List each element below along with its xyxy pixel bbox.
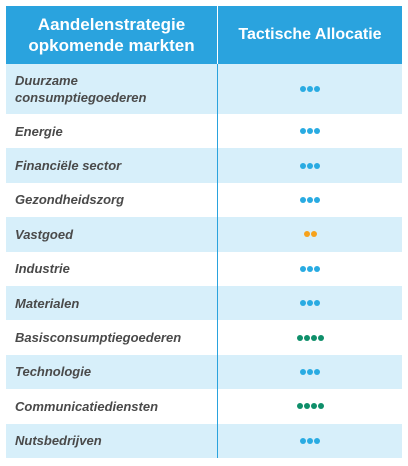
allocation-dot-icon <box>317 334 324 341</box>
allocation-dots <box>303 231 317 238</box>
allocation-dot-icon <box>314 162 320 169</box>
sector-label: Industrie <box>6 251 218 286</box>
allocation-dot-icon <box>307 368 313 375</box>
table-row: Financiële sector <box>6 148 402 183</box>
table-row: Communicatiediensten <box>6 389 402 424</box>
allocation-cell <box>218 286 402 320</box>
table-row: Basisconsumptiegoederen <box>6 320 402 355</box>
allocation-dot-icon <box>314 196 320 203</box>
allocation-dot-icon <box>310 403 317 410</box>
sector-label: Energie <box>6 114 218 149</box>
allocation-dots <box>300 162 320 169</box>
allocation-dot-icon <box>317 403 324 410</box>
allocation-dot-icon <box>314 265 320 272</box>
allocation-cell <box>218 183 402 217</box>
allocation-dot-icon <box>300 368 306 375</box>
allocation-dots <box>300 300 320 307</box>
sector-label: Duurzame consumptiegoederen <box>6 64 218 114</box>
table-row: Vastgoed <box>6 217 402 252</box>
sector-label: Nutsbedrijven <box>6 423 218 458</box>
allocation-dot-icon <box>314 437 320 444</box>
allocation-cell <box>218 114 402 148</box>
allocation-dot-icon <box>307 162 313 169</box>
table-row: Duurzame consumptiegoederen <box>6 64 402 114</box>
allocation-dot-icon <box>307 265 313 272</box>
table-row: Industrie <box>6 251 402 286</box>
allocation-dot-icon <box>307 196 313 203</box>
table-row: Energie <box>6 114 402 149</box>
table-body: Duurzame consumptiegoederen Energie Financ… <box>6 64 402 458</box>
allocation-dots <box>300 196 320 203</box>
allocation-dot-icon <box>314 86 320 92</box>
allocation-dots <box>300 128 320 135</box>
sector-label: Communicatiediensten <box>6 389 218 424</box>
allocation-cell <box>218 355 402 389</box>
allocation-cell <box>218 217 402 251</box>
table-row: Nutsbedrijven <box>6 423 402 458</box>
sector-label: Technologie <box>6 354 218 390</box>
allocation-dot-icon <box>300 300 306 307</box>
allocation-dot-icon <box>296 403 303 410</box>
table-row: Materialen <box>6 285 402 321</box>
allocation-dot-icon <box>310 334 317 341</box>
allocation-dots <box>296 403 324 410</box>
table-row: Technologie <box>6 354 402 390</box>
allocation-dot-icon <box>314 368 320 375</box>
allocation-dots <box>300 265 320 272</box>
allocation-dots <box>300 368 320 375</box>
sector-label: Financiële sector <box>6 148 218 183</box>
allocation-cell <box>218 252 402 286</box>
allocation-cell <box>218 148 402 182</box>
allocation-dot-icon <box>300 265 306 272</box>
header-strategy: Aandelenstrategie opkomende markten <box>6 6 218 64</box>
allocation-cell <box>218 389 402 423</box>
allocation-dot-icon <box>314 128 320 135</box>
allocation-dot-icon <box>300 162 306 169</box>
table-row: Gezondheidszorg <box>6 182 402 218</box>
header-tactical-allocation: Tactische Allocatie <box>238 26 382 43</box>
allocation-dot-icon <box>303 403 310 410</box>
allocation-dot-icon <box>300 128 306 135</box>
sector-label: Materialen <box>6 285 218 321</box>
sector-label: Gezondheidszorg <box>6 182 218 218</box>
allocation-dot-icon <box>314 300 320 307</box>
allocation-dot-icon <box>296 334 303 341</box>
allocation-table: Aandelenstrategie opkomende markten Tact… <box>6 6 402 458</box>
allocation-dot-icon <box>307 437 313 444</box>
allocation-dot-icon <box>300 86 306 92</box>
allocation-dots <box>300 86 320 92</box>
sector-label: Vastgoed <box>6 217 218 252</box>
allocation-dot-icon <box>300 437 306 444</box>
allocation-dot-icon <box>307 86 313 92</box>
allocation-dots <box>300 437 320 444</box>
allocation-dot-icon <box>303 231 310 238</box>
allocation-dot-icon <box>303 334 310 341</box>
allocation-dot-icon <box>307 300 313 307</box>
allocation-dots <box>296 334 324 341</box>
sector-label: Basisconsumptiegoederen <box>6 320 218 355</box>
allocation-dot-icon <box>300 196 306 203</box>
allocation-cell <box>218 64 402 114</box>
allocation-dot-icon <box>307 128 313 135</box>
allocation-cell <box>218 424 402 458</box>
allocation-cell <box>218 320 402 354</box>
allocation-dot-icon <box>310 231 317 238</box>
table-header: Aandelenstrategie opkomende markten Tact… <box>6 6 402 64</box>
